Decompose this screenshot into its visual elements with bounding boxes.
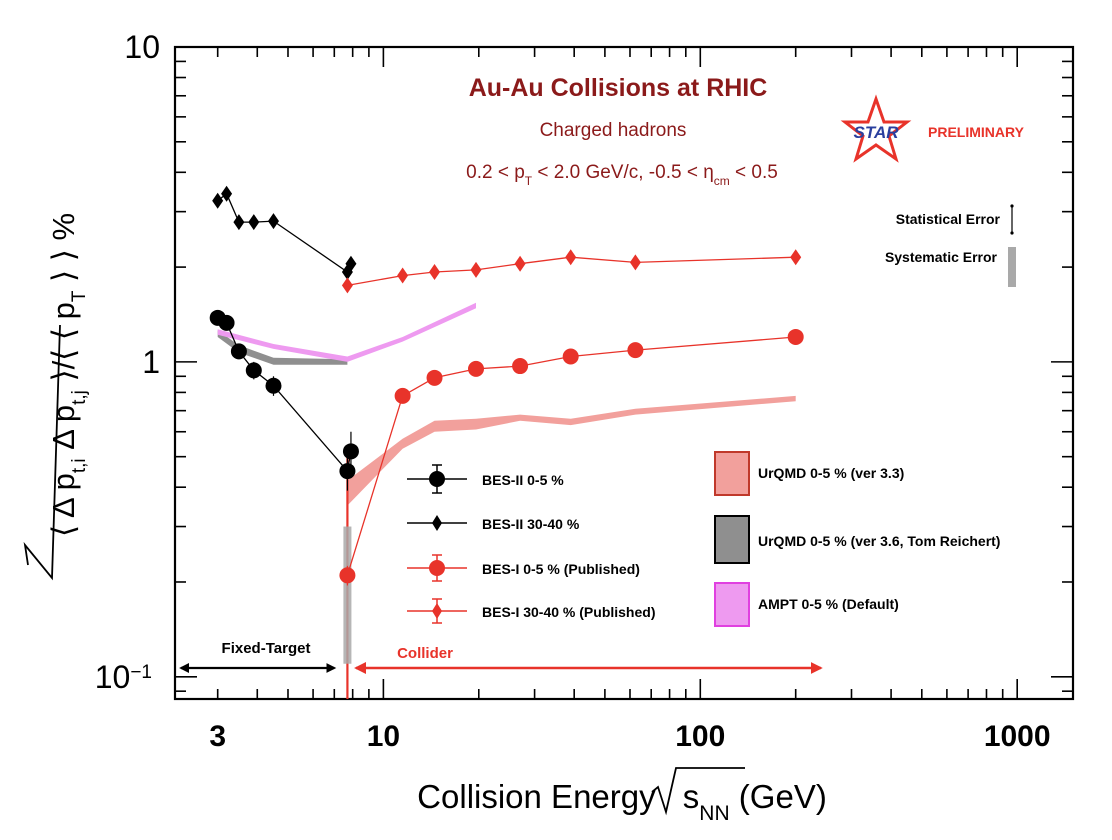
chart-title: Au-Au Collisions at RHIC	[469, 74, 768, 102]
legend-marker-diamond-red	[432, 603, 442, 619]
sys-error-label: Systematic Error	[885, 249, 998, 265]
legend-label: BES-I 0-5 % (Published)	[482, 561, 640, 577]
region-annotations: Fixed-Target Collider	[179, 640, 823, 674]
data-point	[514, 255, 526, 272]
legend-label: UrQMD 0-5 % (ver 3.3)	[758, 465, 904, 481]
series-line	[217, 192, 352, 273]
x-tick-label: 10	[367, 720, 400, 753]
data-point	[562, 348, 579, 365]
legend-label: AMPT 0-5 % (Default)	[758, 596, 899, 612]
stat-error-swatch-top	[1010, 204, 1014, 208]
model-bands	[217, 302, 796, 506]
y-tick-label: 10−1	[95, 659, 152, 695]
star-logo: STAR PRELIMINARY	[840, 94, 1025, 163]
series-line	[217, 317, 352, 473]
data-point	[627, 342, 644, 359]
legend-label: UrQMD 0-5 % (ver 3.6, Tom Reichert)	[758, 533, 1000, 549]
fixed-target-label: Fixed-Target	[222, 640, 311, 657]
x-axis-label: Collision Energy sNN (GeV)	[417, 778, 827, 825]
series-0	[209, 309, 359, 491]
model-band-0	[347, 395, 796, 506]
kinematic-cuts: 0.2 < pT < 2.0 GeV/c, -0.5 < ηcm < 0.5	[466, 162, 778, 188]
data-point	[394, 387, 411, 404]
data-point	[339, 567, 356, 584]
data-point	[342, 443, 359, 460]
data-point	[345, 255, 357, 272]
preliminary-label: PRELIMINARY	[928, 124, 1025, 140]
legend-item-bes2-05: BES-II 0-5 %	[407, 464, 564, 494]
legend-marker-circle-red	[429, 560, 445, 576]
x-tick-label: 1000	[984, 720, 1051, 753]
legend-label: BES-II 30-40 %	[482, 516, 580, 532]
legend-item-bes1-3040: BES-I 30-40 % (Published)	[407, 598, 655, 624]
data-point	[339, 463, 356, 480]
data-point	[787, 328, 804, 345]
model-band-1	[217, 330, 348, 365]
legend-models: UrQMD 0-5 % (ver 3.3) UrQMD 0-5 % (ver 3…	[714, 451, 1000, 627]
chart-subtitle: Charged hadrons	[540, 120, 687, 141]
legend-swatch-urqmd33	[714, 451, 750, 496]
series-line	[347, 256, 796, 287]
model-band-2	[217, 302, 476, 362]
legend-item-bes1-05: BES-I 0-5 % (Published)	[407, 554, 640, 582]
data-point	[429, 263, 441, 280]
legend-item-bes2-3040: BES-II 30-40 %	[407, 515, 580, 532]
data-point	[248, 214, 260, 231]
data-point	[230, 343, 247, 360]
y-axis-sqrt-sign	[23, 324, 61, 581]
series-1	[212, 185, 357, 280]
star-logo-text: STAR	[853, 123, 899, 142]
legend-label: BES-I 30-40 % (Published)	[482, 604, 655, 620]
stat-error-swatch-bottom	[1010, 231, 1014, 235]
legend-label: BES-II 0-5 %	[482, 472, 564, 488]
data-point	[790, 249, 802, 266]
data-point	[512, 358, 529, 375]
sys-error-box	[343, 526, 352, 664]
data-point	[341, 277, 353, 294]
data-point	[265, 377, 282, 394]
data-point	[629, 254, 641, 271]
y-axis-label: ⟨ Δ pt,i Δ pt,j ⟩/⟨ ⟨ pT ⟩ ⟩ %	[46, 213, 90, 537]
collider-label: Collider	[397, 645, 453, 662]
legend-marker-circle-black	[429, 471, 445, 487]
data-point	[565, 249, 577, 266]
data-point	[267, 213, 279, 230]
data-point	[470, 261, 482, 278]
y-tick-label: 1	[142, 344, 160, 380]
data-point	[221, 185, 233, 202]
series-2	[339, 328, 804, 586]
axis-ticks: 3 10 100 1000 10 1 10−1	[95, 29, 1073, 753]
x-tick-label: 3	[209, 720, 226, 753]
legend-marker-diamond-black	[432, 515, 442, 531]
data-point	[212, 192, 224, 209]
legend-swatch-urqmd36	[714, 515, 750, 564]
x-axis-sqrt-sign	[651, 767, 745, 816]
data-point	[468, 360, 485, 377]
data-point	[245, 362, 262, 379]
data-point	[233, 214, 245, 231]
star-outline-icon	[840, 94, 912, 163]
y-tick-label: 10	[124, 29, 160, 65]
stat-error-label: Statistical Error	[896, 211, 1001, 227]
plot-frame	[173, 45, 1075, 701]
legend-swatch-ampt	[714, 582, 750, 627]
data-point	[218, 314, 235, 331]
legend-data: BES-II 0-5 % BES-II 30-40 % BES-I 0-5 % …	[407, 464, 655, 624]
data-point	[426, 369, 443, 386]
data-point	[397, 267, 409, 284]
error-legend: Statistical Error Systematic Error	[885, 204, 1016, 287]
series-3	[341, 249, 802, 294]
x-tick-label: 100	[675, 720, 725, 753]
data-series	[209, 185, 804, 699]
sys-error-swatch	[1008, 247, 1016, 287]
